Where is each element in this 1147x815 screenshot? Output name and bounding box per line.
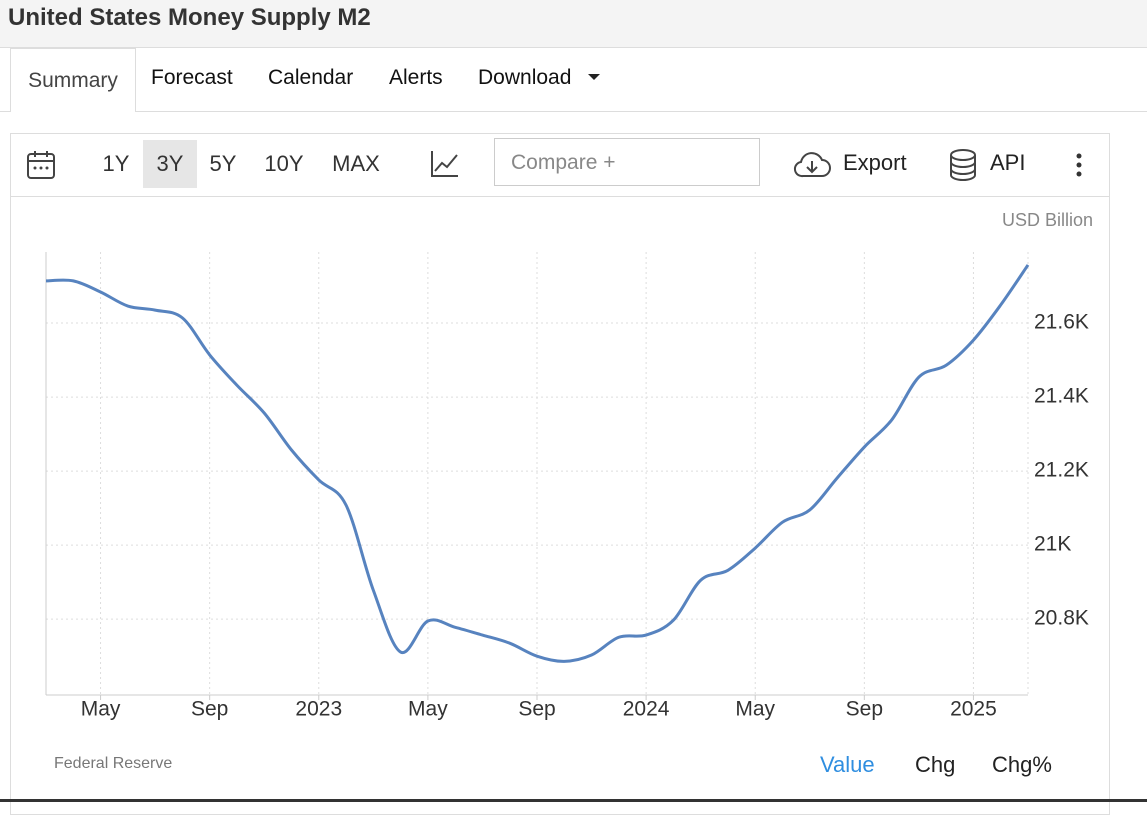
x-tick-label: 2024: [623, 698, 670, 721]
range-button[interactable]: 3Y: [143, 140, 197, 188]
x-tick-label: Sep: [191, 698, 228, 721]
x-tick-label: May: [81, 698, 121, 721]
x-tick-label: May: [408, 698, 448, 721]
x-tick-label: May: [735, 698, 775, 721]
range-button[interactable]: 1Y: [102, 151, 130, 176]
y-tick-label: 21.4K: [1034, 385, 1089, 408]
bottom-border: [0, 799, 1147, 802]
tab[interactable]: Download: [478, 66, 572, 89]
y-tick-label: 20.8K: [1034, 607, 1089, 630]
tab[interactable]: Alerts: [389, 66, 443, 89]
calendar-icon[interactable]: [26, 149, 56, 181]
x-tick-label: Sep: [846, 698, 883, 721]
chart-type-icon[interactable]: [430, 149, 460, 179]
unit-label: USD Billion: [1002, 210, 1093, 230]
view-toggle[interactable]: Chg%: [992, 752, 1052, 777]
range-button[interactable]: 10Y: [264, 151, 304, 176]
more-menu[interactable]: [1073, 152, 1085, 178]
y-tick-label: 21.6K: [1034, 311, 1089, 334]
range-button[interactable]: 5Y: [209, 151, 237, 176]
tab[interactable]: Summary: [10, 48, 136, 112]
export-button[interactable]: Export: [843, 150, 907, 175]
x-tick-label: 2023: [295, 698, 342, 721]
y-tick-label: 21.2K: [1034, 459, 1089, 482]
data-line: [45, 264, 1030, 663]
x-tick-label: 2025: [950, 698, 997, 721]
range-button[interactable]: MAX: [332, 151, 380, 176]
source: Federal Reserve: [54, 755, 173, 772]
top-bar: [0, 0, 1147, 48]
api-button[interactable]: API: [990, 150, 1026, 175]
tab[interactable]: Calendar: [268, 66, 354, 89]
api-icon[interactable]: [948, 148, 978, 182]
view-toggle[interactable]: Chg: [915, 752, 956, 777]
view-toggle[interactable]: Value: [820, 752, 875, 777]
compare-input[interactable]: Compare +: [494, 138, 760, 186]
y-tick-label: 21K: [1034, 533, 1071, 556]
tab[interactable]: Forecast: [151, 66, 233, 89]
tab-divider: [0, 111, 1147, 112]
x-tick-label: Sep: [518, 698, 555, 721]
page-title: United States Money Supply M2: [8, 4, 371, 31]
export-icon[interactable]: [793, 150, 831, 180]
dropdown-caret: [588, 74, 600, 80]
